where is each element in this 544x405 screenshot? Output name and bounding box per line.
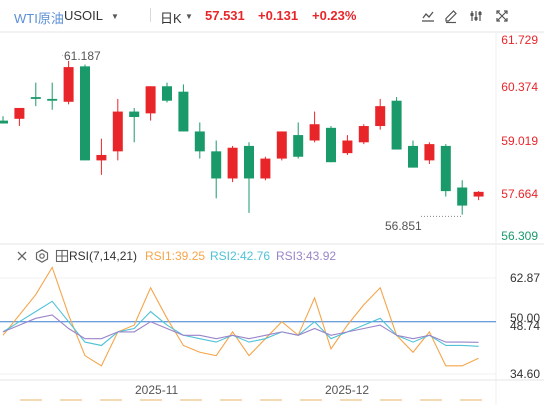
candle-body bbox=[293, 135, 304, 157]
rsi-name[interactable]: RSI(7,14,21) bbox=[69, 249, 138, 263]
settings-icon[interactable] bbox=[34, 248, 50, 264]
candle-body bbox=[96, 154, 107, 161]
symbol-dropdown-icon[interactable]: ▼ bbox=[111, 12, 119, 21]
edit-icon[interactable] bbox=[443, 8, 459, 24]
price-axis-label: 60.374 bbox=[501, 80, 538, 94]
price-change-pct: +0.23% bbox=[312, 8, 357, 23]
instrument-name[interactable]: WTI原油 bbox=[14, 11, 64, 26]
candle-body bbox=[457, 187, 468, 206]
candle-body bbox=[47, 98, 58, 101]
fullscreen-icon[interactable] bbox=[494, 8, 510, 24]
rsi-axis-label: 34.60 bbox=[509, 367, 540, 381]
candle-body bbox=[162, 86, 172, 101]
candle-body bbox=[408, 145, 418, 168]
candle-body bbox=[63, 67, 74, 102]
candle-body bbox=[178, 91, 189, 132]
rsi-axis-label: 48.74 bbox=[509, 319, 540, 333]
candle-body bbox=[276, 131, 287, 159]
price-axis-label: 61.729 bbox=[501, 33, 538, 47]
candle-body bbox=[473, 191, 484, 197]
candle-body bbox=[244, 145, 254, 179]
rsi-axis-label: 62.87 bbox=[509, 271, 540, 285]
candle-body bbox=[227, 147, 238, 179]
candle-body bbox=[145, 86, 156, 114]
price-change: +0.131 bbox=[258, 8, 299, 23]
candle-body bbox=[0, 120, 8, 124]
rsi-axis-label: 50.00 bbox=[509, 311, 540, 325]
candle-body bbox=[211, 151, 222, 179]
divider bbox=[150, 8, 151, 22]
period-dropdown-icon[interactable]: ▼ bbox=[185, 12, 193, 21]
candles bbox=[0, 55, 484, 217]
x-axis-label: 2025-11 bbox=[135, 383, 179, 397]
candle-body bbox=[424, 144, 435, 161]
candle-body bbox=[358, 126, 369, 143]
rsi3-value: RSI3:43.92 bbox=[276, 249, 337, 263]
candle-body bbox=[326, 127, 336, 163]
rsi-series-line bbox=[2, 314, 479, 343]
candle-body bbox=[80, 66, 90, 161]
low-price-mark: 56.851 bbox=[385, 219, 422, 233]
candle-body bbox=[30, 97, 41, 99]
rsi2-value: RSI2:42.76 bbox=[210, 249, 271, 263]
rsi-series-line bbox=[2, 266, 479, 367]
candle-body bbox=[440, 145, 451, 192]
indicator-grid-icon[interactable] bbox=[54, 248, 70, 264]
rsi-lines bbox=[0, 266, 496, 367]
candle-body bbox=[112, 111, 123, 152]
rsi-series-line bbox=[2, 300, 479, 347]
chart-grid bbox=[0, 31, 544, 405]
candle-body bbox=[391, 100, 402, 150]
candle-body bbox=[194, 131, 205, 152]
symbol-label[interactable]: USOIL bbox=[64, 8, 104, 23]
candle-body bbox=[342, 140, 353, 154]
candle-body bbox=[309, 124, 320, 141]
candle-body bbox=[375, 106, 386, 127]
line-chart-icon[interactable] bbox=[420, 8, 436, 24]
candle-body bbox=[260, 158, 271, 179]
candle-body bbox=[129, 111, 140, 117]
period-label[interactable]: 日K bbox=[160, 11, 182, 26]
last-price: 57.531 bbox=[205, 8, 245, 23]
x-axis-label: 2025-12 bbox=[325, 383, 370, 397]
price-axis-label: 56.309 bbox=[501, 229, 538, 243]
high-price-mark: 61.187 bbox=[64, 49, 101, 63]
price-axis-label: 59.019 bbox=[501, 134, 538, 148]
settings-icon[interactable] bbox=[468, 8, 484, 24]
candle-body bbox=[14, 107, 25, 119]
rsi1-value: RSI1:39.25 bbox=[145, 249, 206, 263]
collapse-icon[interactable] bbox=[14, 248, 30, 264]
price-axis-label: 57.664 bbox=[501, 187, 538, 201]
chart-header: WTI原油 USOIL ▼ 日K ▼ 57.531 +0.131 +0.23% bbox=[0, 0, 544, 32]
